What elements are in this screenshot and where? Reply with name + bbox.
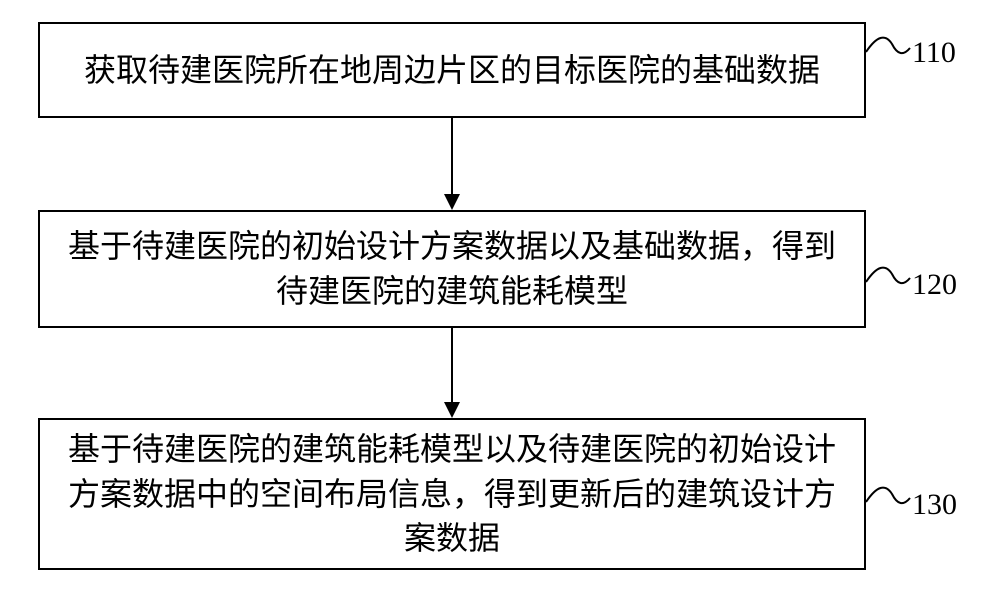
arrow-1-2 xyxy=(451,118,453,194)
flow-step-3-label: 130 xyxy=(912,488,957,522)
flow-step-1-label: 110 xyxy=(912,36,956,70)
flow-step-3: 基于待建医院的建筑能耗模型以及待建医院的初始设计方案数据中的空间布局信息，得到更… xyxy=(38,418,866,570)
flow-step-1-text: 获取待建医院所在地周边片区的目标医院的基础数据 xyxy=(84,48,820,93)
arrow-head-2-3 xyxy=(444,402,460,418)
flow-step-3-text: 基于待建医院的建筑能耗模型以及待建医院的初始设计方案数据中的空间布局信息，得到更… xyxy=(60,427,844,561)
arrow-head-1-2 xyxy=(444,194,460,210)
flow-step-2: 基于待建医院的初始设计方案数据以及基础数据，得到待建医院的建筑能耗模型 xyxy=(38,210,866,328)
arrow-2-3 xyxy=(451,328,453,402)
flow-step-2-label: 120 xyxy=(912,268,957,302)
flow-step-1: 获取待建医院所在地周边片区的目标医院的基础数据 xyxy=(38,22,866,118)
flow-step-2-text: 基于待建医院的初始设计方案数据以及基础数据，得到待建医院的建筑能耗模型 xyxy=(60,224,844,314)
